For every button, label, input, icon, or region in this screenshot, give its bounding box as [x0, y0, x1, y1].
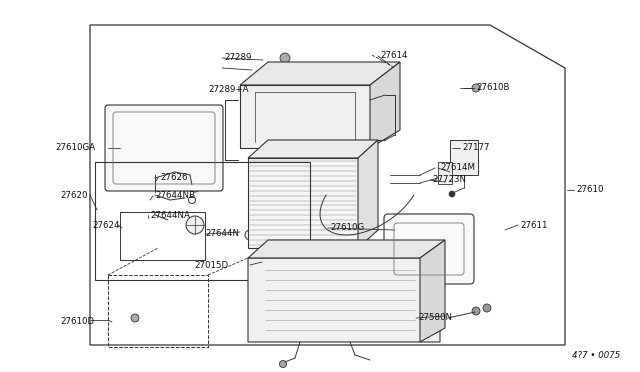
Text: 27610B: 27610B	[476, 83, 509, 93]
Text: 27723N: 27723N	[432, 176, 466, 185]
Text: 4?7 • 0075: 4?7 • 0075	[572, 350, 620, 359]
Bar	[95, 162, 310, 280]
Text: 27620: 27620	[60, 190, 88, 199]
Text: 27015D: 27015D	[194, 260, 228, 269]
Circle shape	[131, 314, 139, 322]
Bar	[108, 275, 208, 347]
Circle shape	[456, 149, 472, 165]
Text: 27289: 27289	[224, 52, 252, 61]
Circle shape	[472, 84, 480, 92]
Polygon shape	[248, 158, 358, 248]
Bar	[120, 212, 205, 260]
Circle shape	[472, 307, 480, 315]
Polygon shape	[240, 85, 370, 148]
FancyBboxPatch shape	[105, 105, 223, 191]
Text: 27644NB: 27644NB	[155, 192, 195, 201]
Text: 27614: 27614	[380, 51, 408, 60]
Circle shape	[186, 216, 204, 234]
Text: 27626: 27626	[160, 173, 188, 183]
FancyBboxPatch shape	[384, 214, 474, 284]
Text: 27289+A: 27289+A	[208, 86, 248, 94]
Text: 27614M: 27614M	[440, 164, 475, 173]
Bar	[450, 140, 478, 175]
Circle shape	[245, 230, 255, 240]
Text: 27610G: 27610G	[330, 224, 364, 232]
Polygon shape	[248, 258, 440, 342]
Circle shape	[280, 360, 287, 368]
Polygon shape	[248, 240, 445, 258]
Polygon shape	[420, 240, 445, 342]
Text: 27644NA: 27644NA	[150, 211, 190, 219]
Text: 27611: 27611	[520, 221, 547, 230]
Circle shape	[449, 191, 455, 197]
Text: 27624: 27624	[92, 221, 120, 230]
Text: 27610: 27610	[576, 186, 604, 195]
Polygon shape	[370, 62, 400, 148]
Circle shape	[483, 304, 491, 312]
Text: 27177: 27177	[462, 144, 490, 153]
Text: 27580N: 27580N	[418, 314, 452, 323]
Circle shape	[280, 53, 290, 63]
Polygon shape	[248, 140, 378, 158]
Text: 27644N: 27644N	[205, 228, 239, 237]
Polygon shape	[358, 140, 378, 248]
Text: 27610D: 27610D	[60, 317, 94, 327]
Circle shape	[274, 64, 282, 72]
Text: 27610GA: 27610GA	[55, 144, 95, 153]
Polygon shape	[240, 62, 400, 85]
Bar	[438, 162, 452, 184]
